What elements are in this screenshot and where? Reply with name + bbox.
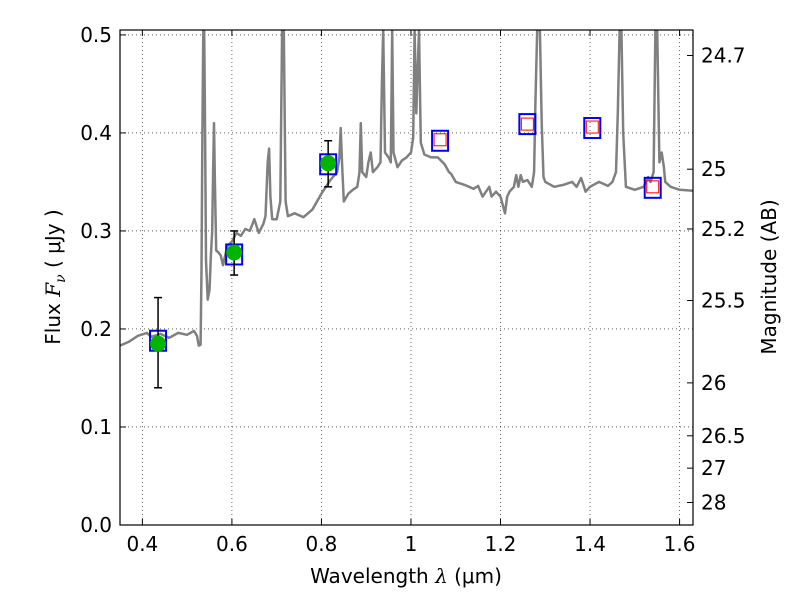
x-tick-label: 0.6: [216, 532, 248, 556]
y-tick-label: 0.2: [80, 317, 112, 341]
y-tick-label: 0.0: [80, 513, 112, 537]
y2-axis-label: Magnitude (AB): [757, 199, 781, 354]
tick-marks: [120, 30, 693, 526]
spectrum-line: [120, 30, 693, 347]
open-marker: [585, 120, 599, 134]
x-tick-label: 1.2: [485, 532, 517, 556]
measured-point: [150, 335, 167, 352]
y2-tick-label: 27: [701, 456, 726, 480]
y2-tick-label: 26: [701, 371, 726, 395]
x-tick-label: 1: [405, 532, 418, 556]
photometry-box: [518, 113, 537, 136]
y-axis-label: Flux Fν ( μJy ): [41, 209, 69, 344]
y-tick-labels: 0.0 0.1 0.2 0.3 0.4 0.5: [80, 23, 112, 537]
plot-frame: [119, 29, 694, 526]
spectrum-series: [120, 30, 693, 347]
y2-tick-label: 25: [701, 157, 726, 181]
photometry-box: [583, 117, 602, 140]
y2-tick-label: 25.2: [701, 217, 746, 241]
measured-point: [320, 155, 337, 172]
photometry-box: [643, 176, 662, 199]
photometry-box-layer: [149, 113, 662, 352]
x-tick-labels: 0.4 0.6 0.8 1 1.2 1.4 1.6: [126, 532, 695, 556]
y2-tick-label: 26.5: [701, 424, 746, 448]
y2-tick-label: 24.7: [701, 43, 746, 67]
measured-point: [226, 244, 243, 261]
y-tick-label: 0.4: [80, 121, 112, 145]
x-axis-label: Wavelength λ (μm): [310, 564, 502, 588]
x-tick-label: 0.8: [306, 532, 338, 556]
measured-point-layer: [150, 155, 337, 352]
x-tick-label: 1.4: [574, 532, 606, 556]
x-tick-label: 1.6: [664, 532, 696, 556]
x-tick-label: 0.4: [126, 532, 158, 556]
open-marker: [520, 117, 534, 131]
y-tick-label: 0.5: [80, 23, 112, 47]
grid-lines: [120, 30, 693, 526]
open-marker: [433, 133, 447, 147]
y2-tick-label: 28: [701, 490, 726, 514]
open-marker: [646, 180, 660, 194]
y-tick-label: 0.3: [80, 219, 112, 243]
open-marker-layer: [433, 117, 660, 194]
y-tick-label: 0.1: [80, 415, 112, 439]
photometry-box: [431, 129, 450, 152]
y2-tick-labels: 24.7 25 25.2 25.5 26 26.5 27 28: [701, 43, 746, 514]
y2-tick-label: 25.5: [701, 289, 746, 313]
